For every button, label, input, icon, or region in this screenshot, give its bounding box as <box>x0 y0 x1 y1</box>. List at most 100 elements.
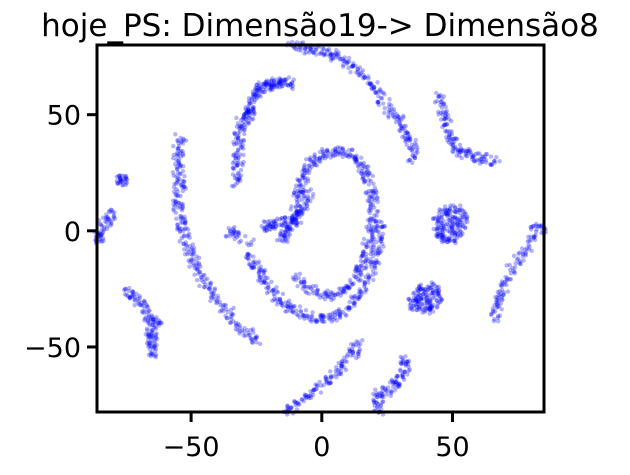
scatter-point <box>342 55 347 60</box>
scatter-point <box>187 235 192 240</box>
scatter-point <box>181 137 187 143</box>
scatter-point <box>362 179 368 184</box>
scatter-point <box>296 212 301 217</box>
scatter-point <box>238 118 244 123</box>
scatter-point <box>264 290 270 296</box>
scatter-point <box>319 313 325 318</box>
scatter-point <box>157 319 162 324</box>
scatter-point <box>295 189 301 194</box>
scatter-point <box>245 105 251 111</box>
scatter-point <box>245 108 250 114</box>
scatter-point <box>385 385 391 390</box>
scatter-point <box>483 157 489 163</box>
scatter-point <box>232 229 237 234</box>
scatter-point <box>398 354 403 360</box>
scatter-point <box>180 153 186 158</box>
scatter-point <box>360 338 365 343</box>
scatter-point <box>286 222 291 227</box>
scatter-point <box>303 284 309 289</box>
scatter-point <box>368 261 374 266</box>
scatter-point <box>447 132 452 137</box>
scatter-point <box>451 145 457 151</box>
scatter-point <box>246 99 251 104</box>
scatter-point <box>349 64 354 69</box>
scatter-point <box>246 252 251 257</box>
scatter-point <box>512 271 517 276</box>
scatter-point <box>436 224 441 229</box>
scatter-point <box>250 259 256 265</box>
scatter-point <box>299 210 304 215</box>
scatter-point <box>322 314 327 320</box>
scatter-point <box>334 55 339 60</box>
scatter-point <box>427 305 433 311</box>
scatter-point <box>239 145 244 150</box>
scatter-point <box>233 321 239 326</box>
scatter-point <box>303 289 308 294</box>
scatter-point <box>235 178 241 183</box>
scatter-point <box>359 272 364 277</box>
scatter-point <box>370 250 375 255</box>
scatter-point <box>458 219 463 225</box>
scatter-point <box>241 115 246 120</box>
scatter-point <box>354 339 359 344</box>
scatter-point <box>313 319 319 325</box>
scatter-point <box>303 196 309 201</box>
scatter-point <box>235 327 240 333</box>
scatter-point <box>270 224 275 230</box>
scatter-point <box>361 171 366 176</box>
scatter-point <box>98 222 104 228</box>
scatter-point <box>366 172 371 177</box>
scatter-point <box>245 328 250 333</box>
scatter-point <box>190 252 195 258</box>
scatter-point <box>231 231 236 237</box>
scatter-point <box>325 148 330 154</box>
scatter-point <box>296 190 302 195</box>
scatter-point <box>374 400 379 405</box>
scatter-point <box>405 359 410 364</box>
scatter-point <box>231 167 237 172</box>
scatter-point <box>526 247 531 252</box>
scatter-point <box>243 116 248 121</box>
scatter-point <box>435 234 440 239</box>
scatter-point <box>299 397 304 402</box>
scatter-point <box>112 216 118 221</box>
scatter-point <box>343 59 348 64</box>
scatter-point <box>177 176 182 181</box>
scatter-point <box>344 306 349 311</box>
scatter-series <box>241 75 296 126</box>
scatter-point <box>146 331 151 336</box>
scatter-point <box>229 311 235 317</box>
scatter-point <box>494 301 499 306</box>
scatter-point <box>352 300 358 305</box>
scatter-point <box>504 263 509 268</box>
scatter-point <box>371 261 377 266</box>
scatter-point <box>326 47 332 52</box>
scatter-point <box>397 120 402 125</box>
scatter-point <box>322 319 327 324</box>
scatter-point <box>353 158 358 163</box>
scatter-point <box>481 156 487 161</box>
scatter-point <box>338 286 344 291</box>
scatter-point <box>434 99 440 104</box>
scatter-point <box>337 371 343 376</box>
scatter-point <box>483 151 489 157</box>
scatter-point <box>211 291 217 296</box>
scatter-point <box>180 185 185 190</box>
scatter-point <box>127 285 132 291</box>
scatter-point <box>322 152 327 157</box>
scatter-point <box>452 237 457 242</box>
scatter-point <box>423 306 429 311</box>
scatter-point <box>262 279 267 285</box>
scatter-point <box>246 110 251 115</box>
scatter-point <box>379 249 384 254</box>
scatter-point <box>289 84 294 90</box>
scatter-point <box>251 106 256 112</box>
scatter-point <box>394 379 399 384</box>
scatter-point <box>283 221 288 226</box>
scatter-point <box>305 203 310 209</box>
scatter-point <box>446 140 451 145</box>
scatter-point <box>299 204 304 210</box>
scatter-point <box>420 301 425 307</box>
scatter-point <box>440 239 445 245</box>
scatter-point <box>296 198 301 204</box>
